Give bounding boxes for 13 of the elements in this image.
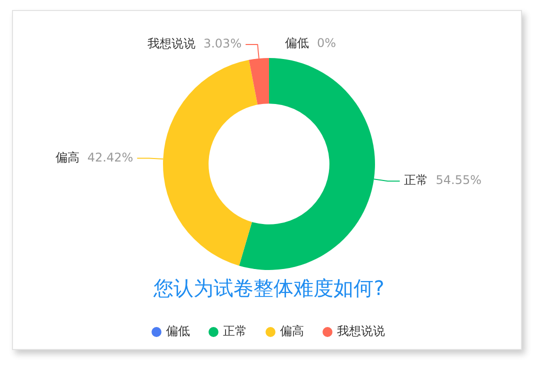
text: 0%: [317, 36, 336, 50]
legend-label: 正常: [223, 324, 247, 338]
slice-label: 正常: [404, 173, 428, 188]
legend-label: 偏高: [280, 324, 304, 338]
category-label: 偏低: [285, 36, 309, 50]
legend-label: 我想说说: [337, 324, 385, 338]
data-label: 42.42%: [87, 150, 134, 164]
slice-label: 偏高: [55, 150, 80, 164]
text: 您认为试卷整体难度如何?: [152, 276, 384, 300]
data-label: 54.55%: [436, 173, 482, 188]
legend-label: 偏低: [166, 324, 190, 338]
data-label: 3.03%: [203, 36, 242, 51]
slice-label: 我想说说: [147, 36, 196, 51]
